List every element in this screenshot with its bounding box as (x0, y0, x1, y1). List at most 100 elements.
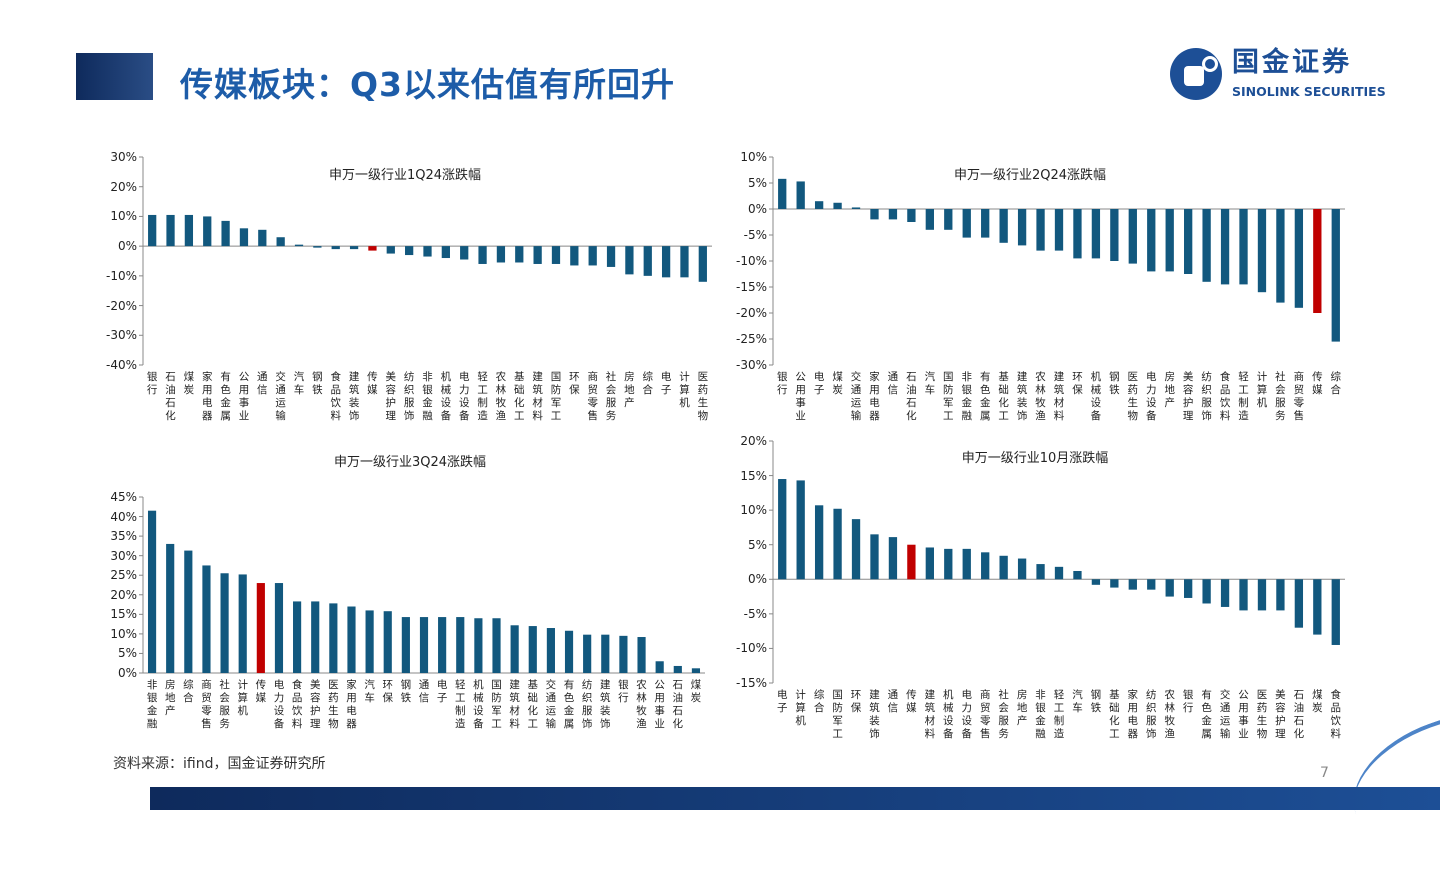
y-tick-label: 5% (117, 646, 137, 661)
y-tick-label: -20% (735, 306, 767, 320)
x-tick-label: 综合 (183, 679, 194, 704)
x-tick-label: 家用电器 (869, 371, 880, 422)
x-tick-label: 美容护理 (309, 679, 321, 730)
x-tick-label: 计算机 (679, 371, 690, 409)
chart-title: 申万一级行业2Q24涨跌幅 (953, 168, 1107, 183)
x-tick-label: 公用事业 (238, 371, 250, 422)
bar-商贸零售 (981, 552, 990, 580)
y-tick-label: -40% (105, 358, 137, 372)
bar-社会服务 (1276, 209, 1285, 303)
y-tick-label: 35% (110, 529, 137, 544)
bar-计算机 (680, 246, 689, 278)
x-tick-label: 商贸零售 (979, 689, 991, 740)
bar-通信 (888, 209, 898, 220)
bar-医药生物 (1257, 579, 1267, 611)
bar-食品饮料 (293, 601, 302, 673)
x-tick-label: 基础化工 (998, 371, 1009, 422)
y-tick-label: 20% (110, 179, 137, 194)
x-tick-label: 房地产 (624, 371, 635, 409)
bar-轻工制造 (478, 246, 487, 264)
bar-非银金融 (1036, 564, 1045, 580)
bar-食品饮料 (1220, 209, 1230, 285)
bar-汽车 (1073, 570, 1082, 580)
y-tick-label: -30% (105, 328, 137, 343)
x-tick-label: 公用事业 (1238, 689, 1249, 740)
x-tick-label: 环保 (569, 371, 580, 396)
y-tick-label: -15% (735, 280, 767, 294)
x-tick-label: 食品饮料 (291, 679, 303, 730)
y-tick-label: -10% (735, 254, 767, 268)
bar-建筑装饰 (601, 634, 610, 673)
x-tick-label: 交通运输 (275, 371, 286, 422)
bar-非银金融 (962, 209, 971, 238)
bar-纺织服饰 (405, 246, 414, 256)
bar-建筑装饰 (870, 534, 879, 580)
y-tick-label: 10% (110, 209, 137, 224)
bar-社会服务 (220, 573, 229, 673)
page-title: 传媒板块：Q3以来估值有所回升 (180, 65, 676, 104)
bar-非银金融 (147, 510, 157, 673)
bar-农林牧渔 (496, 246, 506, 263)
bar-商贸零售 (588, 246, 597, 266)
bar-国防军工 (944, 209, 953, 230)
bar-美容护理 (1276, 579, 1285, 611)
x-tick-label: 银行 (1182, 689, 1194, 714)
bar-电子 (814, 201, 824, 209)
y-tick-label: -10% (735, 641, 767, 656)
x-tick-label: 计算机 (1256, 371, 1268, 409)
bar-食品饮料 (331, 246, 340, 250)
x-tick-label: 房地产 (164, 679, 176, 717)
x-tick-label: 环保 (1072, 371, 1083, 396)
x-tick-label: 交通运输 (1219, 689, 1231, 740)
bar-电子 (438, 617, 447, 673)
x-tick-label: 美容护理 (385, 371, 397, 422)
x-tick-label: 有色金属 (220, 371, 231, 422)
y-tick-label: 40% (110, 509, 137, 524)
x-tick-label: 煤炭 (690, 679, 702, 704)
x-tick-label: 非银金融 (422, 371, 433, 422)
bar-有色金属 (1202, 579, 1211, 604)
bar-轻工制造 (1239, 209, 1248, 285)
bar-综合 (184, 550, 193, 673)
x-tick-label: 轻工制造 (1238, 371, 1249, 422)
x-tick-label: 钢铁 (312, 371, 323, 396)
bar-纺织服饰 (583, 634, 592, 673)
bar-交通运输 (276, 237, 285, 247)
bar-国防军工 (492, 618, 501, 673)
bar-传媒 (1313, 209, 1322, 313)
bar-纺织服饰 (1202, 209, 1211, 282)
x-tick-label: 纺织服饰 (1201, 371, 1212, 422)
bar-机械设备 (441, 246, 450, 259)
bar-公用事业 (1239, 579, 1248, 611)
y-tick-label: 30% (110, 150, 137, 164)
bar-建筑装饰 (349, 246, 359, 250)
bar-商贸零售 (202, 565, 211, 673)
bar-钢铁 (313, 246, 322, 248)
bar-家用电器 (1128, 579, 1137, 590)
x-tick-label: 国防军工 (550, 371, 562, 422)
x-tick-label: 国防军工 (491, 679, 502, 730)
x-tick-label: 轻工制造 (477, 371, 488, 422)
x-tick-label: 电子 (813, 371, 825, 396)
x-tick-label: 商贸零售 (1293, 371, 1305, 422)
bar-电力设备 (460, 246, 469, 260)
y-tick-label: 20% (110, 587, 137, 602)
bar-公用事业 (239, 228, 249, 247)
bar-房地产 (1165, 209, 1174, 272)
x-tick-label: 建筑材料 (1053, 371, 1065, 422)
chart-title: 申万一级行业10月涨跌幅 (961, 451, 1109, 466)
x-tick-label: 钢铁 (1109, 371, 1120, 396)
x-tick-label: 纺织服饰 (403, 371, 415, 422)
x-tick-label: 非银金融 (146, 679, 158, 730)
y-tick-label: -15% (735, 676, 767, 690)
bar-汽车 (365, 610, 374, 673)
bar-建筑装饰 (1017, 209, 1027, 246)
x-tick-label: 国防军工 (832, 689, 843, 740)
x-tick-label: 石油石化 (165, 371, 176, 422)
source-note: 资料来源：ifind，国金证券研究所 (113, 756, 326, 772)
x-tick-label: 国防军工 (943, 371, 954, 422)
bar-轻工制造 (456, 617, 465, 673)
x-tick-label: 有色金属 (979, 371, 991, 422)
x-tick-label: 电力设备 (458, 371, 470, 422)
bar-基础化工 (528, 626, 537, 673)
